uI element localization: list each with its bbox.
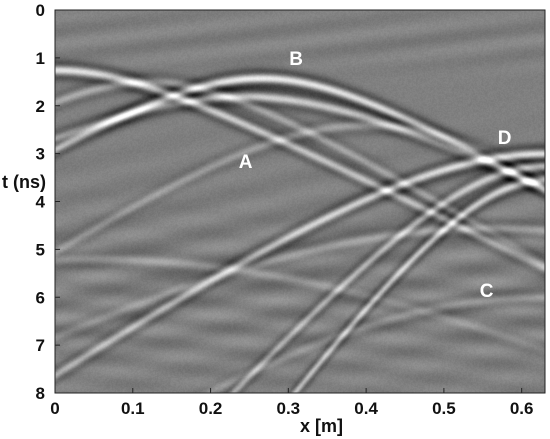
y-axis-ticks: 0 1 2 3 4 5 6 7 8 [36, 1, 60, 403]
x-axis-label: x [m] [300, 416, 343, 436]
y-tick-label: 5 [36, 240, 45, 259]
x-tick-label: 0.1 [121, 399, 145, 418]
annotation-labels: A B C D [239, 49, 512, 302]
x-tick-label: 0.4 [354, 399, 378, 418]
x-tick-label: 0.3 [277, 399, 301, 418]
x-tick-label: 0.6 [510, 399, 534, 418]
plot-area [54, 9, 546, 394]
y-tick-label: 7 [36, 336, 45, 355]
radargram-image-holder [55, 10, 545, 393]
annotation-c: C [480, 281, 494, 302]
annotation-d: D [498, 128, 512, 149]
x-axis-ticks: 0 0.1 0.2 0.3 0.4 0.5 0.6 [50, 388, 533, 418]
y-tick-label: 1 [36, 49, 45, 68]
annotation-b: B [289, 49, 303, 70]
annotation-a: A [239, 152, 253, 173]
y-tick-label: 3 [36, 145, 45, 164]
x-tick-label: 0.2 [199, 399, 223, 418]
y-tick-label: 6 [36, 288, 45, 307]
y-tick-label: 4 [36, 193, 46, 212]
y-tick-label: 8 [36, 384, 45, 403]
y-tick-label: 2 [36, 97, 45, 116]
x-tick-label: 0.5 [432, 399, 456, 418]
y-axis-label: t (ns) [2, 172, 46, 192]
y-tick-label: 0 [36, 1, 45, 20]
radargram-image [55, 10, 545, 393]
x-tick-label: 0 [50, 399, 59, 418]
